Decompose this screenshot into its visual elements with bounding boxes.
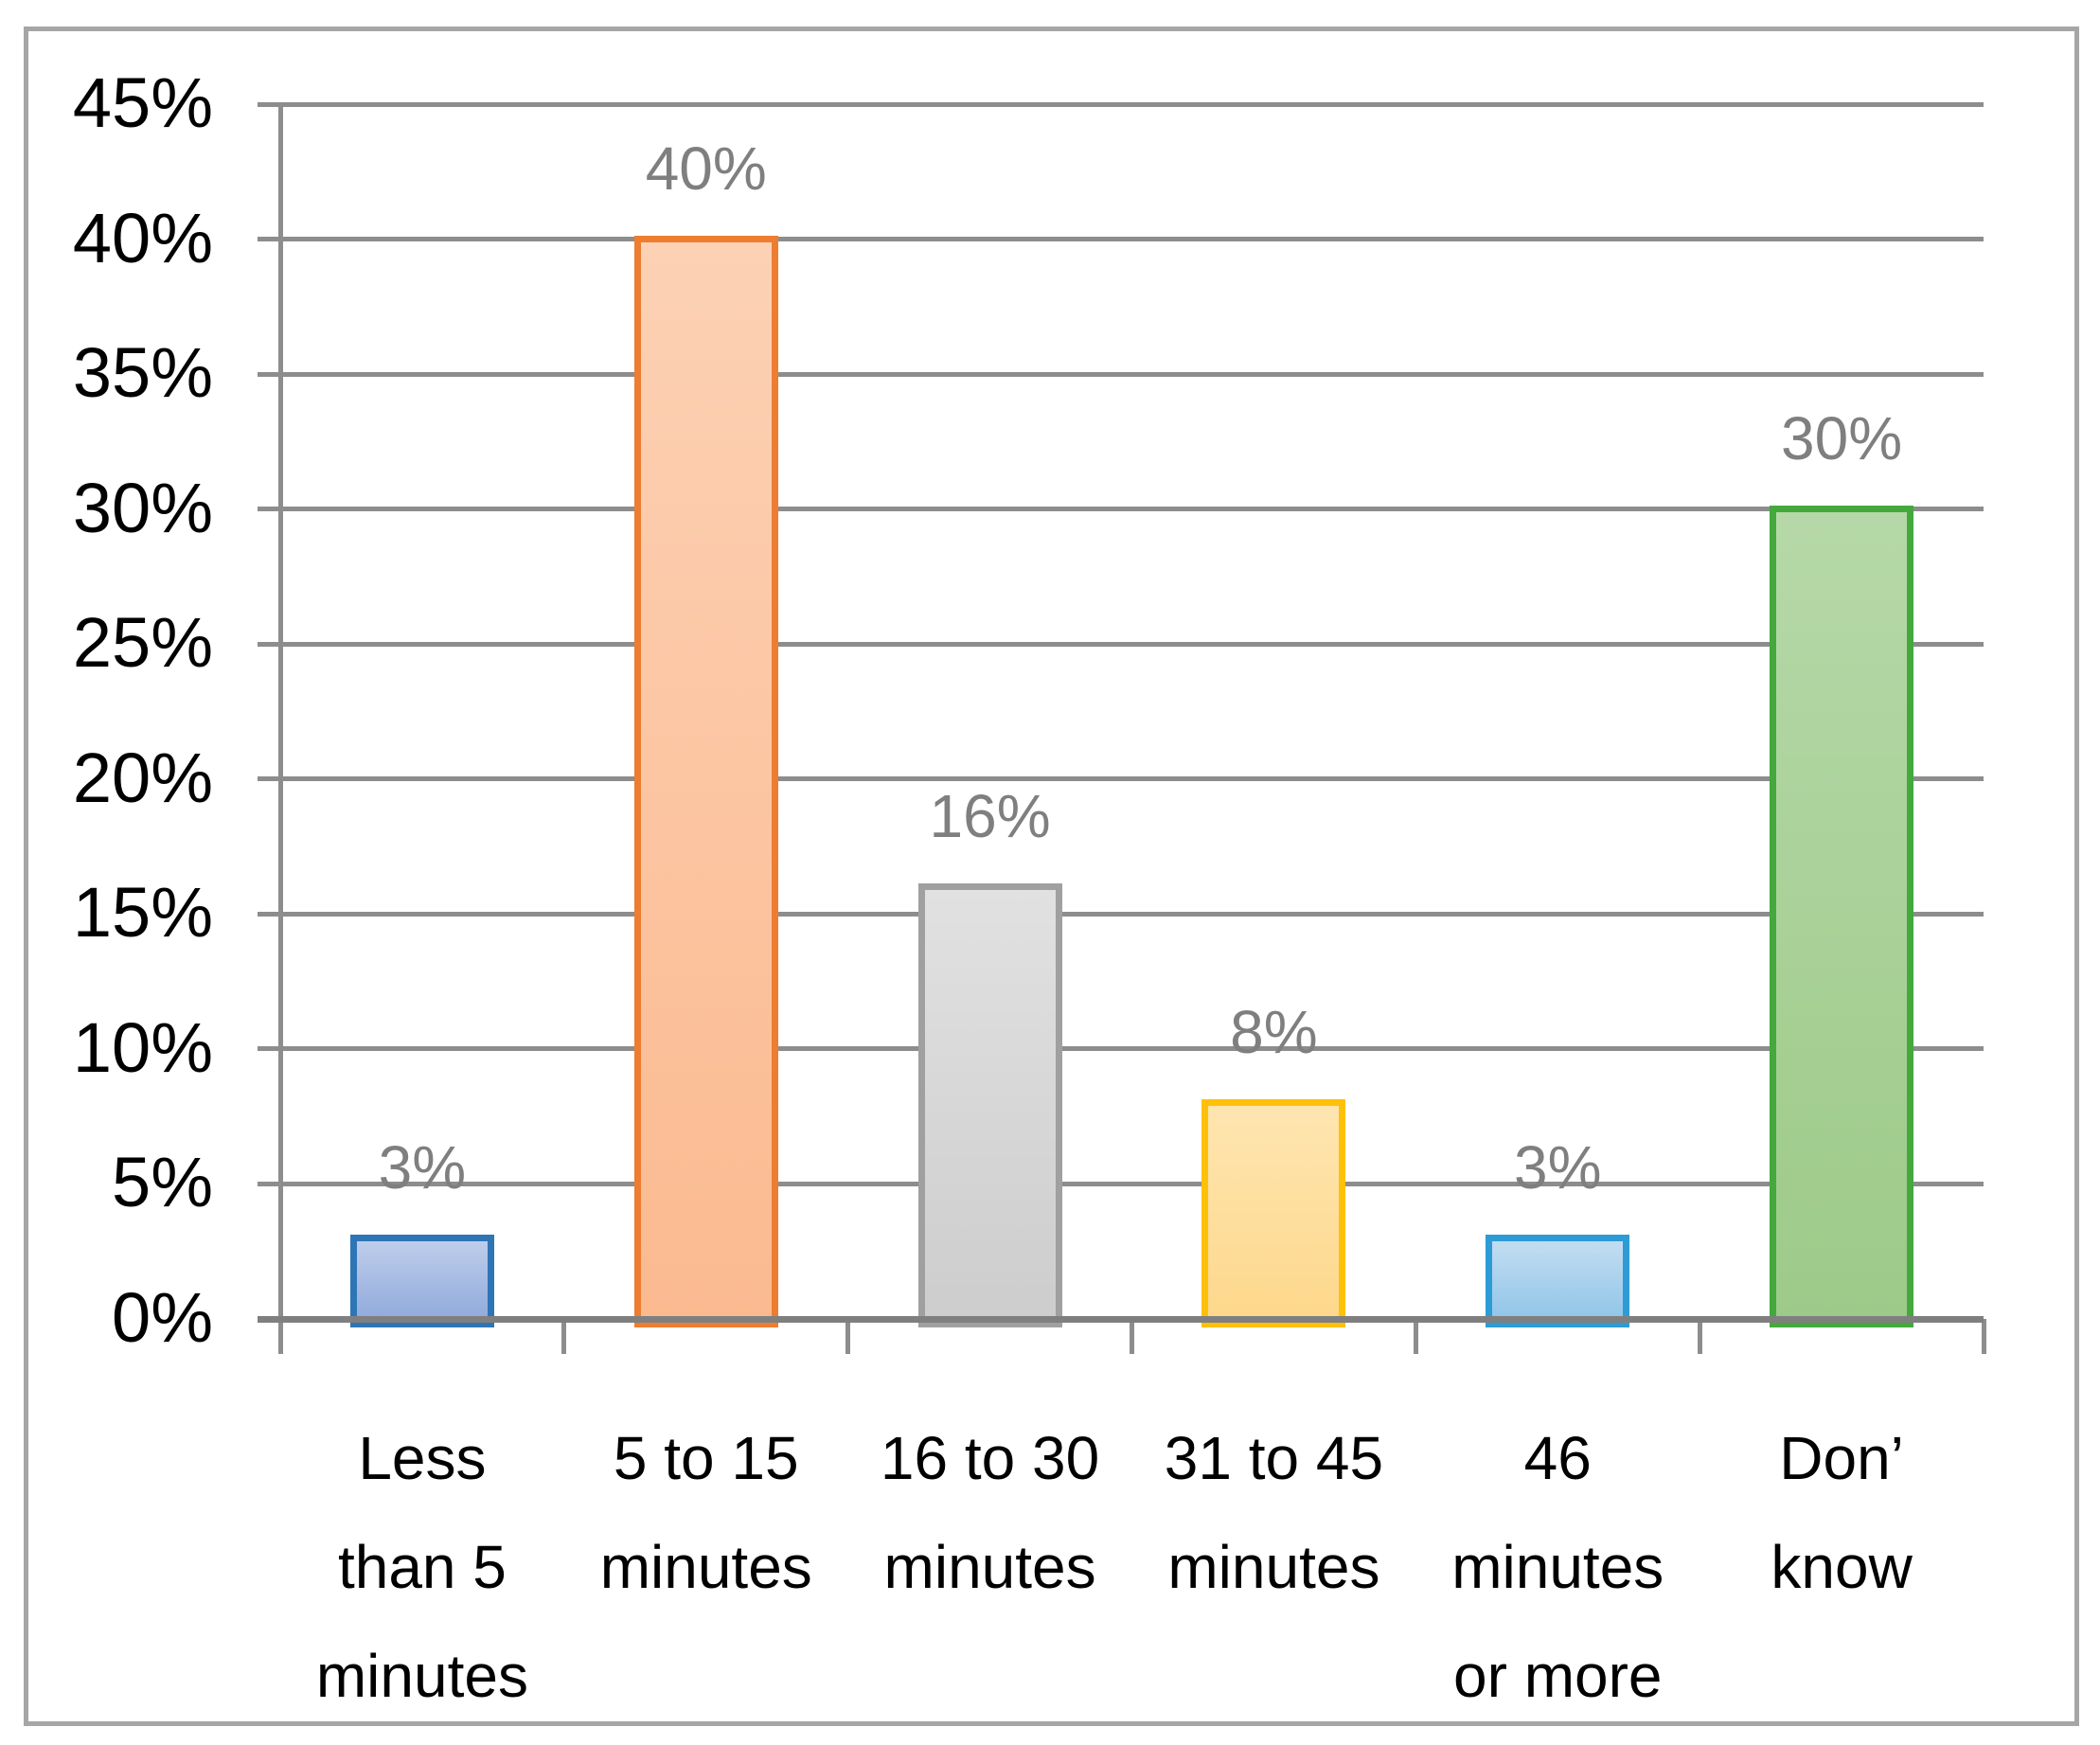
y-axis-label-15: 15% bbox=[72, 873, 213, 953]
gridline-25 bbox=[258, 641, 1984, 647]
x-axis-label-line: 46 bbox=[1523, 1424, 1592, 1492]
gridline-15 bbox=[258, 911, 1984, 917]
bar-31-to-45-minutes bbox=[1201, 1099, 1346, 1327]
y-axis-label-45: 45% bbox=[72, 63, 213, 142]
x-axis-label-16-to-30-minutes: 16 to 30 minutes bbox=[839, 1404, 1142, 1622]
gridline-35 bbox=[258, 371, 1984, 377]
gridline-45 bbox=[258, 101, 1984, 107]
x-axis-label-less-than-5-minutes: Less than 5 minutes bbox=[271, 1404, 574, 1731]
x-axis-label-line: minutes bbox=[1451, 1533, 1664, 1601]
gridline-30 bbox=[258, 507, 1984, 512]
bar-less-than-5-minutes bbox=[349, 1234, 494, 1327]
x-axis-label-31-to-45-minutes: 31 to 45 minutes bbox=[1122, 1404, 1425, 1622]
bar-16-to-30-minutes bbox=[917, 883, 1062, 1327]
data-label-16-to-30-minutes: 16% bbox=[929, 782, 1051, 851]
x-axis-label-line: know bbox=[1771, 1533, 1913, 1601]
data-label-31-to-45-minutes: 8% bbox=[1230, 998, 1318, 1067]
y-axis-label-40: 40% bbox=[72, 198, 213, 277]
x-axis-tick-6 bbox=[1981, 1319, 1986, 1354]
chart-frame bbox=[24, 27, 2079, 1726]
gridline-20 bbox=[258, 776, 1984, 782]
bar-5-to-15-minutes bbox=[633, 236, 778, 1327]
x-axis-label-line: 31 to 45 bbox=[1164, 1424, 1384, 1492]
x-axis-label-line: minutes bbox=[315, 1642, 528, 1710]
y-axis-label-20: 20% bbox=[72, 738, 213, 817]
gridline-5 bbox=[258, 1181, 1984, 1186]
y-axis-label-30: 30% bbox=[72, 468, 213, 547]
x-axis-label-46-minutes-or-more: 46 minutes or more bbox=[1406, 1404, 1709, 1731]
y-axis-label-5: 5% bbox=[112, 1143, 213, 1222]
x-axis-tick-1 bbox=[561, 1319, 567, 1354]
x-axis-label-line: Less bbox=[358, 1424, 487, 1492]
x-axis-label-line: minutes bbox=[883, 1533, 1096, 1601]
data-label-46-minutes-or-more: 3% bbox=[1514, 1132, 1602, 1202]
x-axis-tick-3 bbox=[1130, 1319, 1134, 1354]
data-label-5-to-15-minutes: 40% bbox=[645, 134, 767, 204]
y-axis-label-10: 10% bbox=[72, 1007, 213, 1087]
x-axis-label-5-to-15-minutes: 5 to 15 minutes bbox=[555, 1404, 858, 1622]
bar-46-minutes-or-more bbox=[1486, 1234, 1630, 1327]
x-axis-tick-5 bbox=[1697, 1319, 1702, 1354]
x-axis-label-line: minutes bbox=[1167, 1533, 1380, 1601]
x-axis-label-line: 5 to 15 bbox=[613, 1424, 799, 1492]
data-label-dont-know: 30% bbox=[1781, 404, 1903, 473]
x-axis-tick-4 bbox=[1413, 1319, 1418, 1354]
x-axis-label-line: or more bbox=[1453, 1642, 1663, 1710]
y-axis-line bbox=[277, 104, 283, 1354]
gridline-40 bbox=[258, 237, 1984, 242]
y-axis-label-0: 0% bbox=[112, 1278, 213, 1357]
x-axis-label-line: minutes bbox=[599, 1533, 812, 1601]
x-axis-label-dont-know: Don’ know bbox=[1690, 1404, 1993, 1622]
y-axis-label-35: 35% bbox=[72, 333, 213, 413]
gridline-10 bbox=[258, 1046, 1984, 1052]
x-axis-tick-2 bbox=[845, 1319, 851, 1354]
x-axis-label-line: than 5 bbox=[337, 1533, 507, 1601]
x-axis-line bbox=[258, 1315, 1984, 1323]
data-label-less-than-5-minutes: 3% bbox=[378, 1132, 467, 1202]
y-axis-label-25: 25% bbox=[72, 603, 213, 683]
x-axis-label-line: 16 to 30 bbox=[880, 1424, 1100, 1492]
x-axis-label-line: Don’ bbox=[1779, 1424, 1904, 1492]
bar-dont-know bbox=[1770, 506, 1914, 1327]
